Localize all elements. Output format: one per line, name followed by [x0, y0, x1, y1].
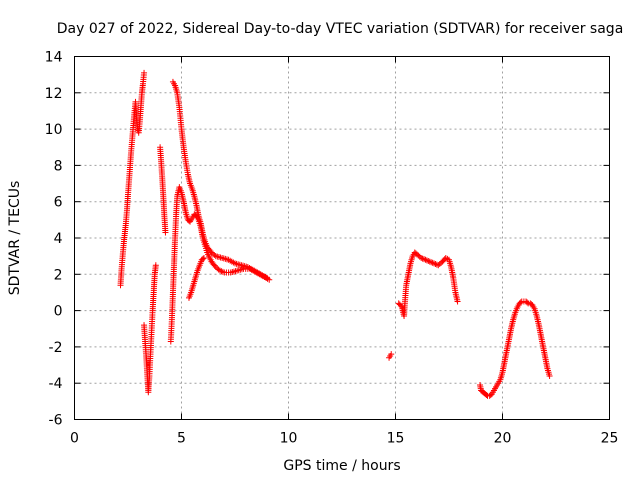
data-point [219, 268, 226, 275]
x-axis-label: GPS time / hours [283, 458, 400, 474]
data-point [433, 261, 440, 268]
y-tick-label: 8 [54, 158, 63, 174]
grid-layer [74, 56, 610, 420]
series-arc-3 [157, 144, 169, 236]
data-point [425, 257, 432, 264]
data-point [218, 268, 225, 275]
data-point [217, 267, 224, 274]
chart-title: Day 027 of 2022, Sidereal Day-to-day VTE… [57, 21, 624, 37]
y-tick-label: 0 [54, 304, 63, 320]
series-arc-9 [477, 298, 553, 399]
x-tick-label: 10 [280, 431, 298, 447]
y-tick-label: 12 [45, 86, 63, 102]
data-point [421, 256, 428, 263]
data-point [141, 69, 148, 76]
data-point [454, 298, 461, 305]
series-arc-1 [117, 69, 148, 289]
series-arc-5 [169, 78, 271, 281]
series-arc-6 [185, 254, 207, 301]
data-point [388, 351, 395, 358]
data-point [152, 262, 159, 269]
series-arc-8 [395, 249, 461, 320]
data-point [426, 258, 433, 265]
y-tick-label: 10 [45, 122, 63, 138]
y-tick-label: 2 [54, 267, 63, 283]
data-point [431, 260, 438, 267]
data-point [199, 255, 206, 262]
y-tick-label: 4 [54, 231, 63, 247]
y-tick-label: -4 [49, 376, 63, 392]
series-arc-4 [167, 184, 273, 345]
data-point [162, 229, 169, 236]
data-point [211, 251, 218, 258]
tick-label-layer: 0 5 10 15 20 25 -6 -4 -2 0 2 4 6 8 10 12 14 [45, 50, 619, 447]
data-point [422, 256, 429, 263]
data-point [419, 255, 426, 262]
x-tick-label: 0 [70, 431, 79, 447]
y-tick-label: 6 [54, 195, 63, 211]
data-point [418, 254, 425, 261]
x-tick-label: 15 [387, 431, 405, 447]
y-tick-label: -2 [49, 340, 63, 356]
data-point [546, 372, 553, 379]
data-point [428, 259, 435, 266]
data-point [429, 259, 436, 266]
plot-frame [74, 56, 610, 420]
series-arc-2 [141, 262, 159, 396]
y-axis-label: SDTVAR / TECUs [7, 181, 23, 296]
x-tick-label: 25 [601, 431, 619, 447]
data-point [200, 254, 207, 261]
data-point [264, 274, 271, 281]
x-tick-label: 20 [494, 431, 512, 447]
data-point [423, 257, 430, 264]
x-tick-label: 5 [177, 431, 186, 447]
data-point [517, 299, 524, 306]
y-tick-label: -6 [49, 413, 63, 429]
marks-layer [117, 69, 553, 399]
y-tick-label: 14 [45, 50, 63, 66]
series-arc-7 [386, 351, 395, 361]
data-point [524, 299, 531, 306]
